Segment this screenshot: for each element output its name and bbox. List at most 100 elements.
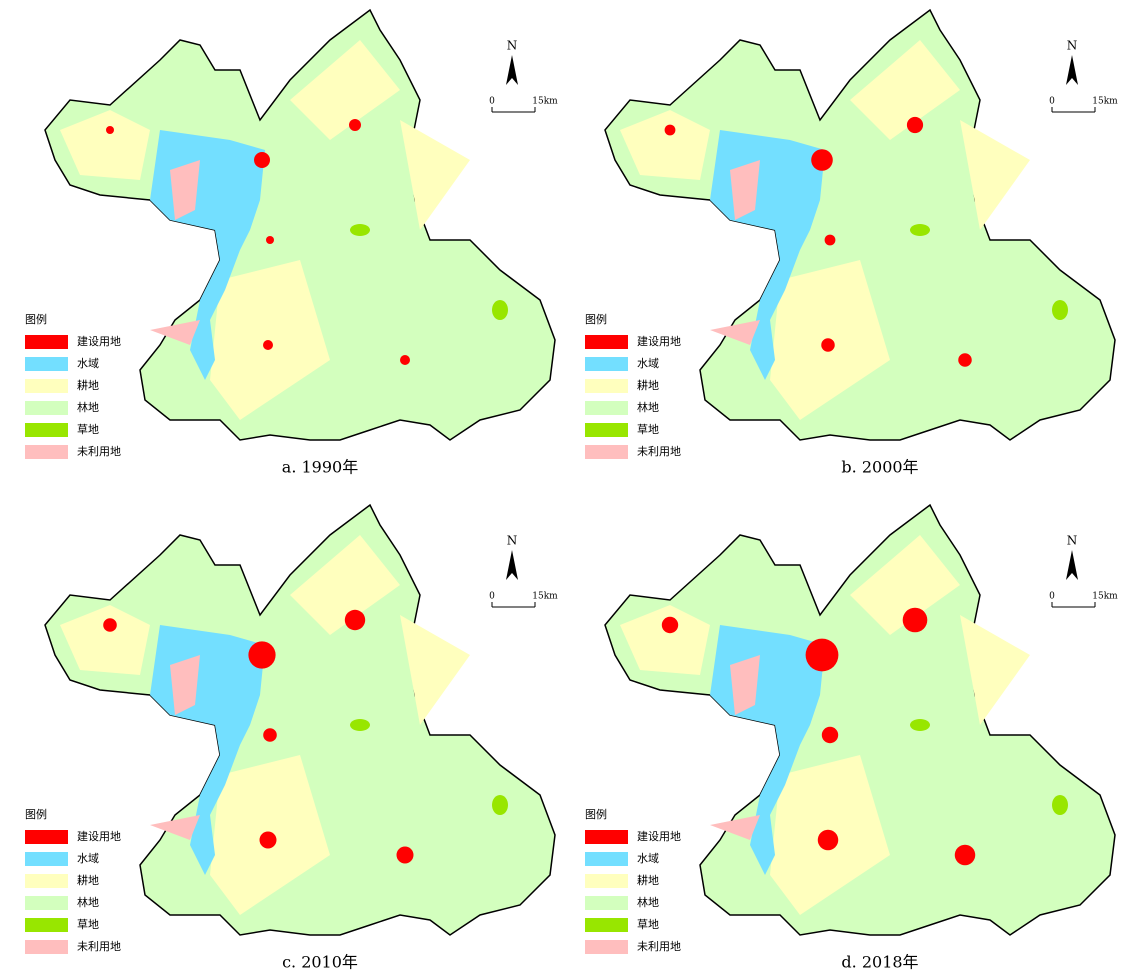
grass: [350, 719, 370, 731]
legend-label: 建设用地: [77, 334, 121, 348]
caption: a. 1990年: [282, 458, 358, 477]
north-label: N: [1067, 534, 1078, 548]
legend-label: 建设用地: [637, 334, 681, 348]
urban: [349, 119, 361, 131]
scale-start: 0: [489, 97, 495, 107]
grass: [1052, 795, 1068, 815]
unused: [150, 320, 200, 345]
unused: [710, 815, 760, 840]
caption: d. 2018年: [841, 953, 918, 972]
urban: [958, 353, 972, 367]
scale-end: 15km: [532, 97, 558, 107]
north-arrow: [506, 55, 518, 85]
scale-end: 15km: [1092, 97, 1118, 107]
scale-start: 0: [1049, 97, 1055, 107]
urban: [103, 618, 117, 632]
legend-label: 未利用地: [637, 445, 681, 458]
grass: [492, 795, 508, 815]
farmland: [60, 110, 150, 180]
legend-label: 耕地: [637, 378, 659, 392]
urban: [266, 236, 274, 244]
north-label: N: [507, 534, 518, 548]
north-arrow: [506, 550, 518, 580]
farmland: [620, 605, 710, 675]
legend-label: 未利用地: [637, 940, 681, 953]
legend-swatch: [25, 830, 68, 844]
legend-label: 草地: [77, 423, 99, 436]
legend-label: 草地: [637, 918, 659, 931]
farmland: [290, 535, 400, 635]
legend-swatch: [25, 401, 68, 415]
legend-swatch: [585, 940, 628, 954]
legend-label: 水域: [637, 357, 659, 370]
legend-swatch: [585, 896, 628, 910]
urban: [259, 831, 277, 849]
legend-label: 草地: [637, 423, 659, 436]
legend-label: 草地: [77, 918, 99, 931]
scale-start: 0: [1049, 592, 1055, 602]
legend-label: 林地: [77, 400, 99, 414]
legend-swatch: [25, 896, 68, 910]
scale-start: 0: [489, 592, 495, 602]
farmland: [850, 535, 960, 635]
legend-swatch: [25, 852, 68, 866]
legend-swatch: [585, 379, 628, 393]
scale-end: 15km: [1092, 592, 1118, 602]
legend-swatch: [25, 940, 68, 954]
urban: [263, 728, 277, 742]
legend-swatch: [585, 830, 628, 844]
urban: [248, 641, 276, 669]
legend-swatch: [585, 874, 628, 888]
legend-label: 水域: [77, 852, 99, 865]
legend-label: 林地: [637, 400, 659, 414]
urban: [106, 126, 114, 134]
urban: [821, 726, 839, 744]
unused: [170, 655, 200, 715]
grass: [350, 224, 370, 236]
north-label: N: [507, 39, 518, 53]
farmland: [400, 615, 470, 725]
north-arrow: [1066, 55, 1078, 85]
legend-label: 林地: [77, 895, 99, 909]
scale-end: 15km: [532, 592, 558, 602]
legend-swatch: [585, 445, 628, 459]
legend-label: 未利用地: [77, 940, 121, 953]
caption: c. 2010年: [282, 953, 358, 972]
urban: [954, 844, 976, 866]
unused: [170, 160, 200, 220]
legend-title: 图例: [25, 807, 47, 821]
legend-swatch: [585, 918, 628, 932]
unused: [710, 320, 760, 345]
north-arrow: [1066, 550, 1078, 580]
urban: [805, 638, 839, 672]
legend-swatch: [585, 423, 628, 437]
urban: [664, 124, 676, 136]
legend-swatch: [25, 874, 68, 888]
legend-swatch: [585, 335, 628, 349]
legend-label: 建设用地: [77, 829, 121, 843]
legend-label: 耕地: [77, 378, 99, 392]
farmland: [960, 120, 1030, 230]
legend-swatch: [25, 335, 68, 349]
urban: [821, 338, 835, 352]
legend-swatch: [25, 918, 68, 932]
urban: [817, 829, 839, 851]
legend-label: 耕地: [77, 873, 99, 887]
legend-label: 水域: [637, 852, 659, 865]
farmland: [960, 615, 1030, 725]
urban: [400, 355, 410, 365]
legend-swatch: [585, 852, 628, 866]
legend-title: 图例: [25, 312, 47, 326]
legend-label: 林地: [637, 895, 659, 909]
legend-label: 未利用地: [77, 445, 121, 458]
farmland: [850, 40, 960, 140]
farmland: [290, 40, 400, 140]
legend-swatch: [585, 357, 628, 371]
grass: [492, 300, 508, 320]
urban: [661, 616, 679, 634]
legend-swatch: [25, 379, 68, 393]
legend-label: 水域: [77, 357, 99, 370]
